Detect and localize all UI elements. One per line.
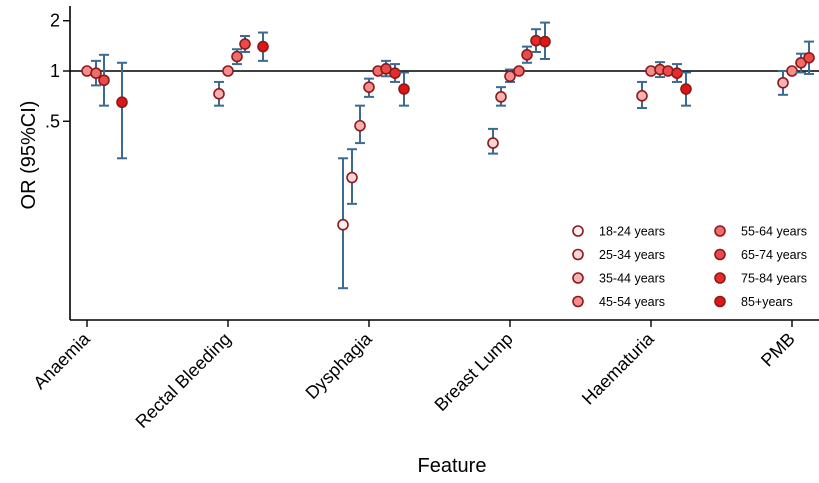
data-point [680,83,692,95]
y-axis-title: OR (95%CI) [18,101,40,210]
x-tick-label: Rectal Bleeding [132,329,235,432]
legend-label: 65-74 years [741,248,807,262]
data-point [90,67,102,80]
data-point [380,63,392,75]
data-point [671,67,683,80]
legend: 18-24 years 25-34 years 35-44 years 45-54 y… [572,225,807,309]
data-point [337,218,349,231]
legend-label: 85+years [741,295,793,309]
legend-marker [572,272,584,284]
x-tick-label: Breast Lump [431,329,517,415]
data-point [636,90,648,102]
data-point [513,65,525,77]
legend-label: 35-44 years [599,272,665,286]
data-point [803,51,815,64]
x-tick-label: Dysphagia [302,328,377,403]
legend-label: 18-24 years [599,225,665,239]
y-tick-label: .5 [45,111,60,131]
legend-label: 75-84 years [741,272,807,286]
legend-marker [714,248,726,261]
y-tick-label: 1 [50,61,60,81]
data-point [354,119,366,132]
data-point [495,91,507,103]
data-point [213,88,225,100]
data-point [786,65,798,77]
x-tick-label: Anaemia [29,328,94,393]
legend-label: 45-54 years [599,295,665,309]
legend-marker [714,225,726,237]
data-point [504,70,516,83]
data-point [389,67,401,80]
data-point [116,96,128,109]
data-point [363,81,375,93]
data-point [398,83,410,95]
y-tick-label: 2 [50,11,60,31]
data-point [487,137,499,149]
data-point [98,74,110,87]
data-point [795,56,807,69]
legend-marker [572,295,584,308]
data-point [239,38,251,50]
x-tick-label: Haematuria [578,328,659,409]
data-point [222,65,234,77]
legend-marker [572,248,584,261]
legend-marker [714,272,726,284]
legend-marker [572,225,584,237]
legend-label: 55-64 years [741,225,807,239]
data-point [257,40,269,53]
x-tick-label: PMB [757,329,799,371]
data-point [231,50,243,63]
plot-area: 2 1 .5 Anaemia Rectal Bleeding Dysphagia Breas… [29,6,819,432]
legend-label: 25-34 years [599,248,665,262]
data-point [521,49,533,61]
data-point [539,35,551,48]
data-point [777,76,789,89]
x-axis-title: Feature [418,455,487,477]
legend-marker [714,295,726,308]
data-point [346,171,358,184]
